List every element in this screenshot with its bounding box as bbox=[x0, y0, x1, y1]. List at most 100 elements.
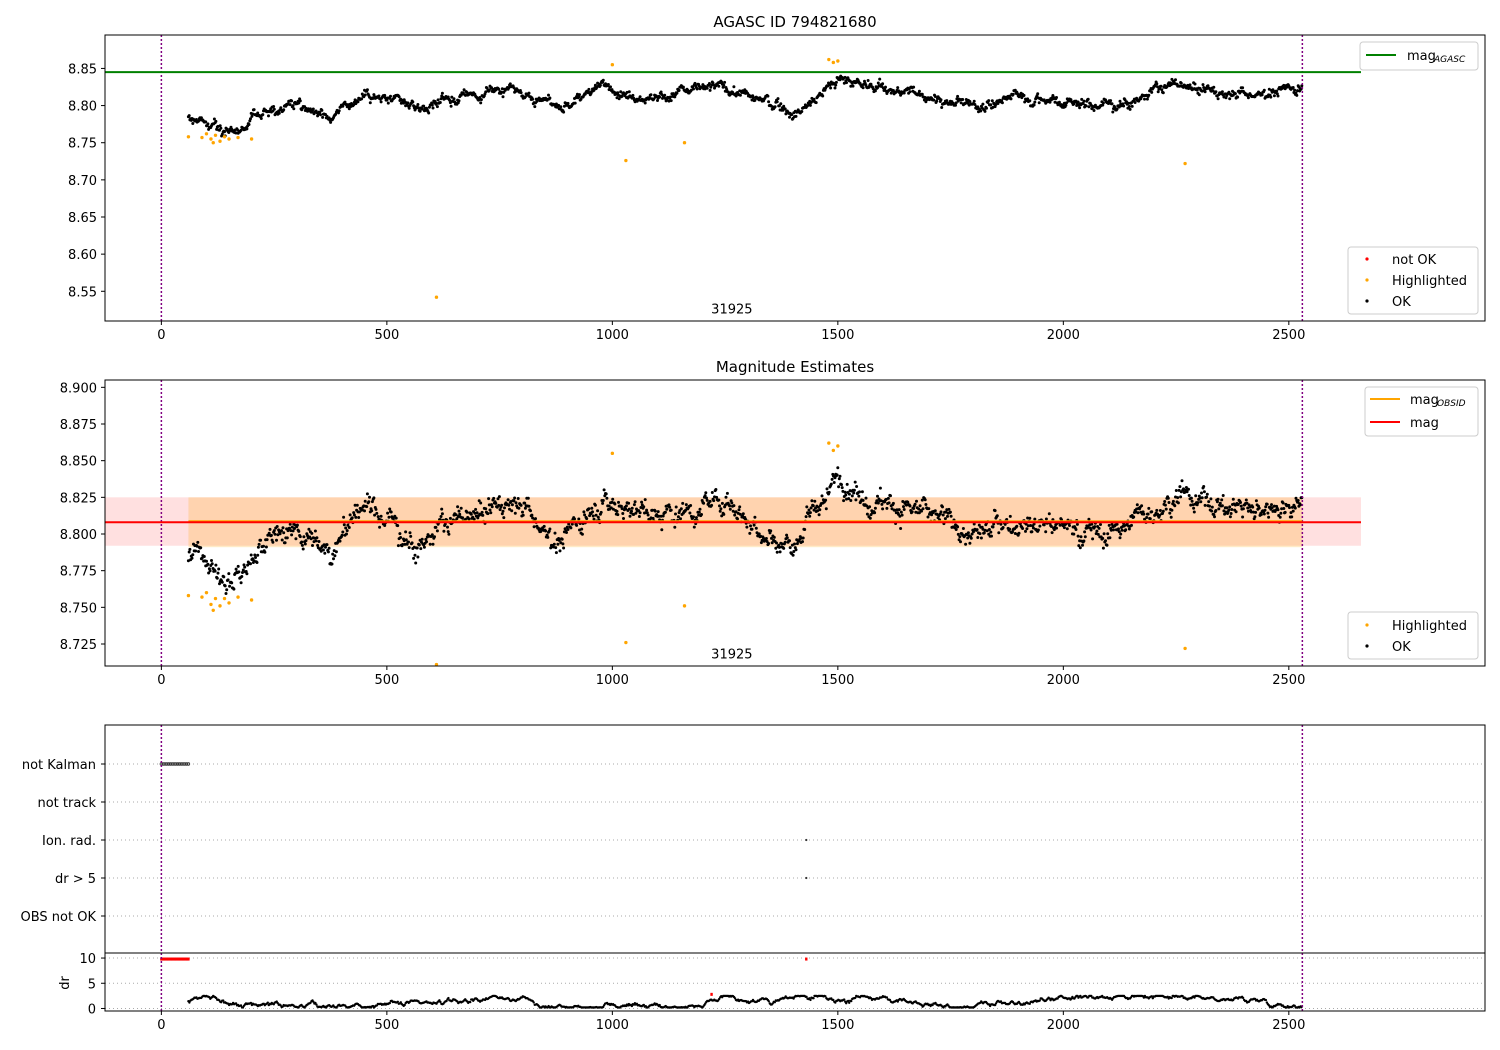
flag-label: not Kalman bbox=[22, 758, 96, 773]
ok-point bbox=[864, 496, 868, 500]
ok-point bbox=[715, 495, 719, 499]
ok-point bbox=[202, 555, 206, 558]
ok-point bbox=[431, 106, 435, 110]
ok-point bbox=[523, 501, 527, 505]
ok-point bbox=[243, 565, 247, 569]
ok-point bbox=[1062, 526, 1066, 530]
panel-title: AGASC ID 794821680 bbox=[713, 13, 876, 31]
ok-point bbox=[490, 505, 494, 509]
ok-point bbox=[1072, 532, 1076, 536]
ok-point bbox=[237, 570, 241, 574]
ok-point bbox=[973, 103, 977, 106]
highlighted-point bbox=[218, 604, 222, 608]
flag-label: OBS not OK bbox=[21, 910, 97, 925]
ok-point bbox=[1282, 507, 1286, 510]
ok-point bbox=[250, 114, 254, 118]
ok-point bbox=[580, 532, 584, 536]
ok-point bbox=[977, 523, 981, 527]
ok-point bbox=[932, 98, 936, 102]
ok-point bbox=[976, 536, 980, 539]
ok-point bbox=[679, 507, 683, 511]
highlighted-point bbox=[249, 137, 254, 141]
ok-point bbox=[484, 507, 488, 511]
highlighted-point bbox=[227, 601, 231, 605]
ok-point bbox=[262, 544, 265, 548]
ok-point bbox=[885, 506, 889, 510]
legend-points: Highlighted OK bbox=[1347, 611, 1479, 660]
ok-point bbox=[1166, 496, 1170, 500]
ok-point bbox=[724, 495, 728, 499]
ok-point bbox=[272, 107, 276, 111]
ok-point bbox=[566, 101, 570, 105]
ok-point bbox=[989, 530, 993, 534]
ok-point bbox=[873, 506, 877, 510]
ok-point bbox=[1201, 83, 1205, 87]
dr-flag-point bbox=[161, 957, 164, 961]
ok-point bbox=[1083, 530, 1087, 534]
ok-point bbox=[824, 498, 828, 502]
ok-point bbox=[592, 517, 596, 521]
ok-point bbox=[365, 505, 369, 509]
ok-point bbox=[249, 117, 252, 121]
ok-point bbox=[1276, 508, 1280, 512]
ok-point bbox=[323, 551, 327, 555]
highlighted-point bbox=[209, 137, 213, 141]
ok-point bbox=[717, 498, 721, 502]
ok-point bbox=[1051, 94, 1055, 97]
ok-point bbox=[801, 536, 805, 540]
ok-point bbox=[947, 507, 951, 511]
ok-point bbox=[500, 90, 504, 94]
ok-point bbox=[734, 94, 738, 98]
ok-point bbox=[587, 87, 591, 91]
ok-point bbox=[232, 587, 236, 591]
ok-point bbox=[1026, 97, 1030, 101]
ok-point bbox=[1283, 510, 1287, 514]
ok-point bbox=[439, 515, 443, 518]
legend-sub: OBSID bbox=[1437, 399, 1466, 409]
ok-point bbox=[1167, 501, 1171, 504]
ok-point bbox=[316, 114, 320, 118]
ok-point bbox=[741, 512, 745, 516]
ok-point bbox=[1176, 501, 1180, 505]
ok-point bbox=[1082, 99, 1086, 103]
ok-point bbox=[526, 496, 530, 500]
ok-point bbox=[601, 501, 605, 505]
dr-point bbox=[848, 1001, 851, 1004]
ok-point bbox=[861, 498, 865, 502]
dr-flag-point bbox=[173, 957, 177, 961]
y-tick-label: 8.900 bbox=[60, 381, 97, 396]
ok-point bbox=[842, 499, 846, 503]
y-tick-label: 8.775 bbox=[60, 565, 97, 580]
ok-point bbox=[785, 536, 789, 540]
ok-point bbox=[1294, 91, 1298, 95]
ok-point bbox=[241, 571, 244, 574]
ok-point bbox=[978, 532, 982, 536]
dr-flag-point bbox=[172, 957, 175, 961]
ok-point bbox=[356, 100, 360, 104]
flag-point bbox=[161, 762, 165, 766]
ok-point bbox=[427, 111, 431, 115]
ok-point bbox=[319, 549, 323, 553]
ok-point bbox=[206, 562, 210, 566]
ok-point bbox=[292, 107, 296, 111]
ok-point bbox=[425, 540, 428, 544]
ok-point bbox=[776, 97, 780, 101]
ok-point bbox=[554, 551, 558, 555]
ok-point bbox=[876, 86, 879, 90]
ok-point bbox=[1096, 532, 1100, 536]
ok-point bbox=[849, 499, 853, 502]
ok-point bbox=[918, 504, 922, 508]
ok-point bbox=[961, 98, 965, 101]
ok-point bbox=[964, 542, 968, 546]
ok-point bbox=[1246, 96, 1250, 100]
dr-point bbox=[809, 998, 812, 1002]
ok-point bbox=[281, 526, 285, 530]
ok-point bbox=[247, 123, 251, 126]
highlighted-point bbox=[211, 141, 215, 145]
ok-point bbox=[458, 512, 462, 516]
ok-point bbox=[577, 517, 581, 521]
ok-point bbox=[263, 550, 267, 554]
ok-point bbox=[1272, 504, 1276, 508]
ok-point bbox=[298, 99, 302, 103]
ok-point bbox=[302, 535, 306, 539]
